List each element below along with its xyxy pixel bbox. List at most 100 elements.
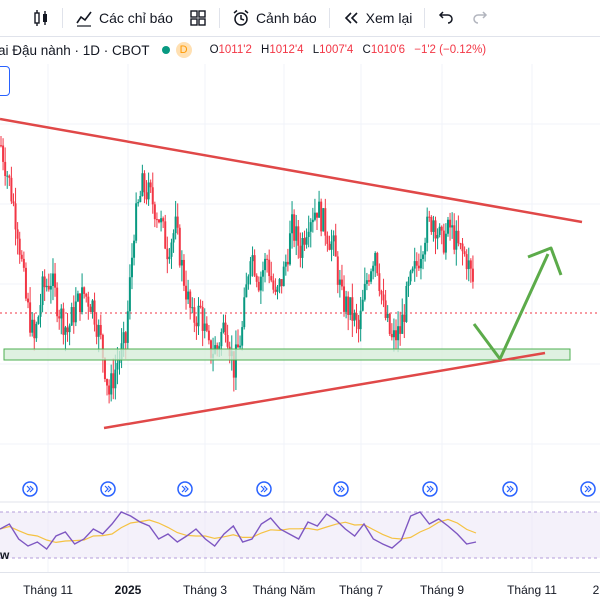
top-toolbar: Các chỉ báo Cảnh báo Xem lại: [0, 0, 600, 37]
candle-body: [85, 293, 88, 297]
candle-body: [54, 273, 57, 288]
candle-body: [158, 219, 160, 223]
candle-body: [313, 212, 316, 220]
price-chart[interactable]: [0, 64, 600, 572]
candle-body: [10, 177, 13, 202]
event-marker-glyph: [181, 485, 189, 493]
chart-type-button[interactable]: [0, 0, 58, 36]
candle-body: [205, 323, 208, 331]
undo-button[interactable]: [429, 0, 463, 36]
candle-body: [49, 285, 52, 290]
candle-body: [70, 307, 73, 326]
candle-body: [20, 254, 23, 259]
candle-body: [37, 316, 40, 324]
candle-body: [56, 287, 59, 317]
candle-body: [347, 296, 350, 315]
candle-body: [12, 201, 15, 204]
candle-body: [270, 276, 273, 281]
candle-body: [359, 310, 362, 330]
lower-trendline[interactable]: [103, 351, 546, 430]
candle-body: [243, 297, 246, 328]
candle-body: [29, 302, 32, 333]
candle-body: [33, 319, 36, 339]
alerts-button[interactable]: Cảnh báo: [224, 0, 325, 36]
candle-body: [361, 299, 364, 311]
candle-body: [83, 287, 86, 294]
candle-body: [469, 260, 472, 269]
candle-body: [367, 280, 370, 282]
market-status-dot[interactable]: [161, 46, 170, 54]
redo-button[interactable]: [463, 0, 497, 36]
support-zone[interactable]: [3, 348, 571, 361]
candle-body: [189, 291, 192, 308]
indicators-button[interactable]: Các chỉ báo: [67, 0, 181, 36]
candle-body: [122, 332, 125, 344]
time-axis-label: 2: [592, 583, 600, 597]
candle-body: [386, 313, 389, 318]
candle-body: [166, 248, 169, 260]
candle-body: [224, 322, 227, 335]
candle-body: [336, 256, 339, 285]
high-value: 1012'4: [269, 44, 304, 56]
replay-button[interactable]: Xem lại: [334, 0, 421, 36]
legend-collapse-toggle[interactable]: [0, 66, 10, 96]
candle-body: [72, 307, 75, 323]
candle-body: [343, 286, 346, 312]
candle-body: [47, 285, 50, 290]
open-key: O: [209, 44, 219, 56]
time-axis[interactable]: Tháng 11 2025 Tháng 3 Tháng Năm Tháng 7 …: [0, 572, 600, 601]
candle-body: [4, 161, 7, 176]
candle-body: [259, 276, 262, 291]
upper-trendline[interactable]: [0, 117, 583, 224]
candle-body: [58, 316, 61, 319]
candle-body: [303, 238, 306, 245]
candle-body: [251, 255, 254, 262]
change-value: −1'2 (−0.12%): [414, 44, 487, 56]
candle-body: [457, 230, 460, 244]
close-key: C: [362, 44, 371, 56]
candle-body: [24, 267, 27, 299]
candle-body: [164, 221, 167, 249]
candle-body: [87, 296, 90, 307]
candle-body: [149, 182, 152, 188]
candle-body: [108, 385, 111, 395]
candle-body: [378, 273, 381, 292]
layouts-button[interactable]: [181, 0, 215, 36]
open-value: 1011'2: [218, 44, 252, 56]
candle-body: [440, 226, 443, 231]
symbol-title[interactable]: ai Đậu nành · 1D · CBOT: [0, 42, 150, 58]
candle-body: [382, 294, 385, 301]
candle-body: [424, 242, 427, 255]
toolbar-separator: [424, 8, 426, 28]
projection-arrow[interactable]: [472, 253, 550, 361]
candle-body: [195, 322, 198, 327]
candle-body: [449, 219, 452, 228]
candle-body: [162, 218, 165, 222]
candle-body: [322, 208, 325, 232]
candle-body: [365, 280, 368, 284]
candle-body: [207, 330, 210, 341]
candle-body: [355, 313, 358, 320]
candle-body: [434, 220, 437, 239]
candle-body: [160, 218, 163, 223]
candle-body: [180, 259, 183, 266]
candle-body: [278, 279, 281, 287]
candle-body: [220, 331, 223, 347]
candle-body: [419, 258, 422, 269]
candle-body: [97, 325, 100, 337]
toolbar-separator: [62, 8, 63, 28]
candle-body: [363, 283, 366, 300]
candle-body: [126, 311, 129, 343]
low-key: L: [312, 44, 320, 56]
event-marker-glyph: [584, 485, 592, 493]
candle-body: [222, 322, 225, 332]
candle-body: [334, 235, 337, 257]
candles-layer: [0, 135, 474, 404]
candle-body: [463, 251, 466, 255]
candle-body: [297, 226, 300, 246]
timeframe-badge[interactable]: D: [175, 42, 192, 58]
candle-body: [93, 300, 96, 325]
candle-body: [135, 203, 138, 241]
candle-body: [274, 289, 277, 292]
candle-body: [461, 243, 464, 252]
